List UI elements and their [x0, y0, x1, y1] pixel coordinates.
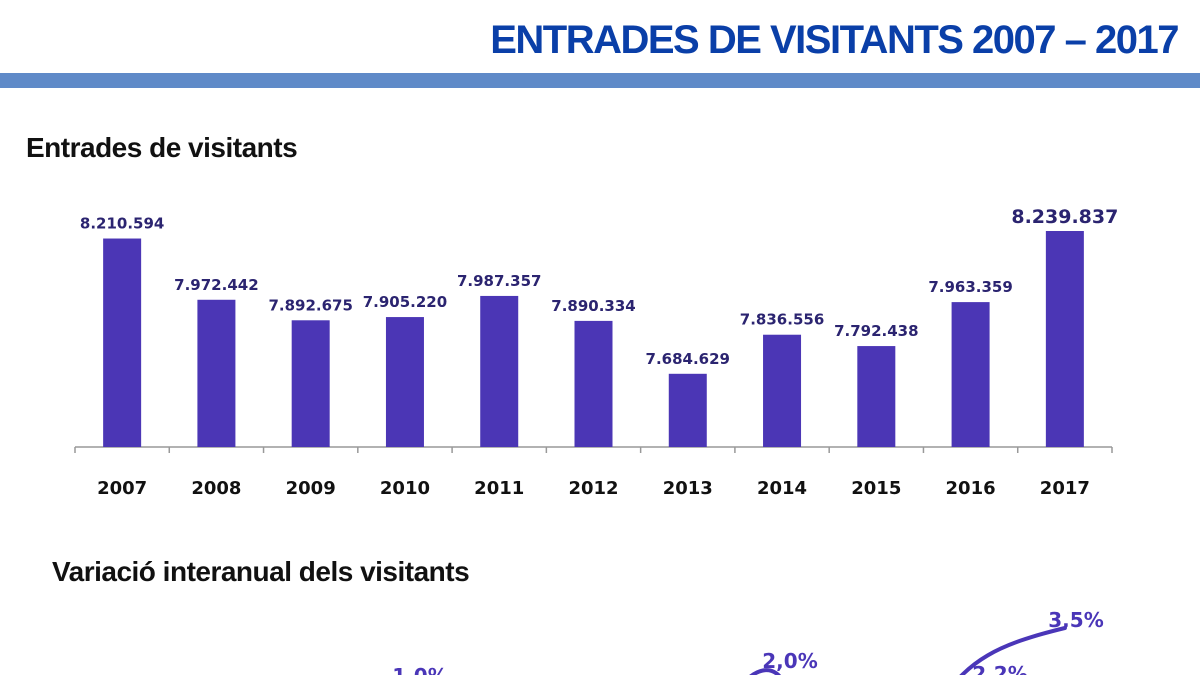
data-label-2008: 7.972.442	[174, 276, 258, 294]
line-data-label-2011: 1,0%	[392, 664, 447, 675]
data-label-2017: 8.239.837	[1011, 206, 1118, 228]
line-series-segment	[959, 626, 1067, 675]
page-title: ENTRADES DE VISITANTS 2007 – 2017	[490, 18, 1179, 62]
data-label-2014: 7.836.556	[740, 311, 824, 329]
bar-2015	[857, 346, 896, 447]
x-tick-label-2016: 2016	[946, 478, 996, 499]
x-tick-label-2009: 2009	[286, 478, 336, 499]
bar-chart-title: Entrades de visitants	[26, 132, 298, 163]
data-label-2009: 7.892.675	[268, 296, 352, 314]
line-series-segment	[749, 668, 781, 675]
data-label-2013: 7.684.629	[646, 350, 730, 368]
x-tick-label-2017: 2017	[1040, 478, 1090, 499]
data-label-2011: 7.987.357	[457, 272, 541, 290]
x-tick-label-2012: 2012	[568, 478, 618, 499]
x-tick-label-2014: 2014	[757, 478, 807, 499]
bar-2011	[480, 295, 519, 447]
x-tick-label-2011: 2011	[474, 478, 524, 499]
header-divider	[0, 73, 1200, 88]
bar-2012	[574, 320, 613, 447]
data-label-2016: 7.963.359	[928, 278, 1012, 296]
line-chart-title: Variació interanual dels visitants	[52, 556, 470, 587]
bar-2014	[763, 334, 802, 447]
x-tick-label-2008: 2008	[191, 478, 241, 499]
bar-2010	[385, 317, 424, 447]
bar-2013	[668, 373, 707, 447]
data-label-2010: 7.905.220	[363, 293, 447, 311]
data-label-2012: 7.890.334	[551, 297, 635, 315]
x-tick-label-2013: 2013	[663, 478, 713, 499]
x-tick-label-2015: 2015	[851, 478, 901, 499]
bar-2016	[951, 302, 990, 447]
line-data-label-2014: 2,0%	[762, 649, 817, 673]
line-data-label-2016: 2,2%	[972, 662, 1027, 675]
bar-2009	[291, 320, 330, 447]
bar-2017	[1045, 231, 1084, 447]
x-tick-label-2010: 2010	[380, 478, 430, 499]
data-label-2007: 8.210.594	[80, 215, 164, 233]
bar-2008	[197, 299, 236, 447]
bar-2007	[103, 238, 142, 447]
line-data-label-2017: 3,5%	[1048, 608, 1103, 632]
data-label-2015: 7.792.438	[834, 322, 918, 340]
x-tick-label-2007: 2007	[97, 478, 147, 499]
